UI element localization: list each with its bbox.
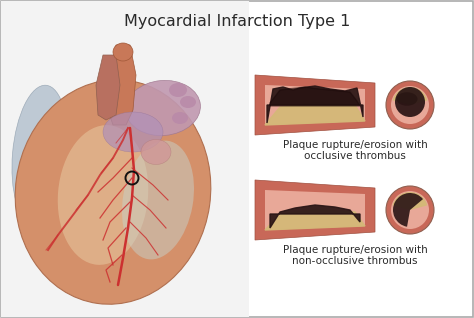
Polygon shape: [96, 55, 120, 120]
Ellipse shape: [126, 80, 201, 135]
Bar: [1, 1, 249, 317]
Circle shape: [386, 186, 434, 234]
Ellipse shape: [169, 83, 187, 97]
Text: Plaque rupture/erosion with: Plaque rupture/erosion with: [283, 245, 428, 255]
Text: Plaque rupture/erosion with: Plaque rupture/erosion with: [283, 140, 428, 150]
Circle shape: [395, 87, 425, 117]
Text: occlusive thrombus: occlusive thrombus: [304, 151, 406, 161]
Ellipse shape: [15, 80, 211, 304]
Polygon shape: [267, 86, 363, 123]
Ellipse shape: [396, 92, 418, 106]
Ellipse shape: [122, 141, 194, 259]
Circle shape: [391, 86, 429, 124]
Ellipse shape: [180, 96, 196, 108]
Wedge shape: [392, 87, 428, 105]
Circle shape: [386, 81, 434, 129]
Polygon shape: [255, 180, 375, 240]
Polygon shape: [108, 45, 136, 125]
Polygon shape: [270, 205, 360, 228]
Polygon shape: [265, 190, 365, 230]
Circle shape: [391, 191, 429, 229]
Ellipse shape: [141, 140, 171, 164]
Ellipse shape: [16, 145, 56, 225]
Polygon shape: [265, 103, 365, 125]
Text: Myocardial Infarction Type 1: Myocardial Infarction Type 1: [124, 14, 350, 29]
Polygon shape: [270, 87, 360, 106]
Ellipse shape: [103, 112, 163, 152]
Wedge shape: [393, 193, 423, 227]
Polygon shape: [265, 85, 365, 125]
Text: non-occlusive thrombus: non-occlusive thrombus: [292, 256, 418, 266]
Ellipse shape: [113, 43, 133, 61]
Wedge shape: [392, 192, 428, 210]
Polygon shape: [255, 75, 375, 135]
Polygon shape: [265, 210, 365, 230]
Ellipse shape: [12, 85, 68, 225]
Ellipse shape: [58, 125, 148, 265]
Ellipse shape: [172, 112, 188, 124]
